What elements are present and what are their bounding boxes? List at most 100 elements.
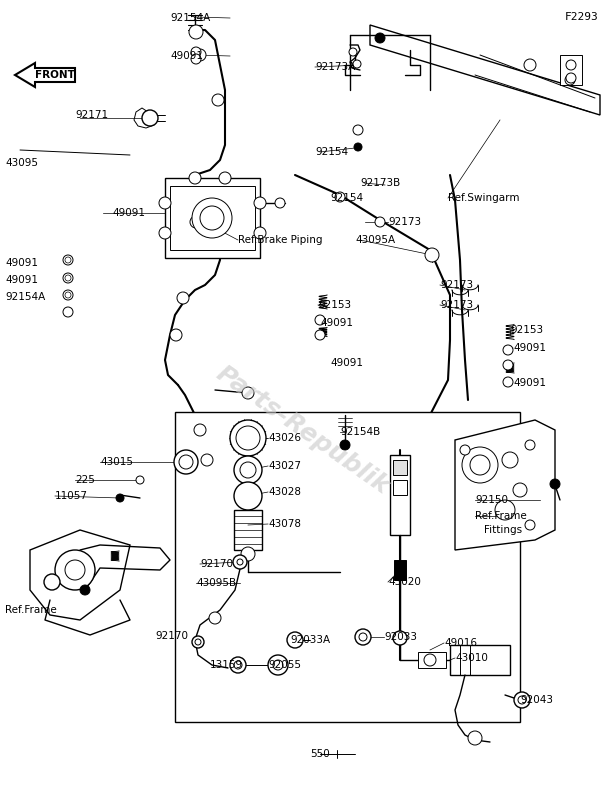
Bar [170, 186, 255, 250]
Circle shape [353, 60, 361, 68]
Circle shape [189, 25, 203, 39]
Circle shape [230, 657, 246, 673]
Circle shape [200, 206, 224, 230]
Circle shape [116, 494, 124, 502]
Bar [560, 55, 582, 85]
Polygon shape [30, 530, 130, 620]
Text: 43010: 43010 [455, 653, 488, 663]
Circle shape [425, 248, 439, 262]
Text: 43078: 43078 [268, 519, 301, 529]
Circle shape [503, 360, 513, 370]
Circle shape [340, 440, 350, 450]
Circle shape [234, 482, 262, 510]
Text: 49091: 49091 [5, 258, 38, 268]
Circle shape [375, 33, 385, 43]
Text: 43026: 43026 [268, 433, 301, 443]
Circle shape [234, 661, 242, 669]
Circle shape [273, 660, 283, 670]
Text: 92154: 92154 [330, 193, 363, 203]
Circle shape [470, 455, 490, 475]
Polygon shape [455, 420, 555, 550]
Circle shape [194, 49, 206, 61]
Text: 92173: 92173 [388, 217, 421, 227]
Text: 49091: 49091 [513, 378, 546, 388]
Bar [393, 460, 407, 475]
Circle shape [275, 198, 285, 208]
Circle shape [254, 197, 266, 209]
Circle shape [65, 292, 71, 298]
Text: Ref.Frame: Ref.Frame [5, 605, 57, 615]
Text: 92150: 92150 [475, 495, 508, 505]
Circle shape [192, 636, 204, 648]
Text: 49091: 49091 [320, 318, 353, 328]
Text: Ref.Brake Piping: Ref.Brake Piping [238, 235, 322, 245]
Circle shape [375, 217, 385, 227]
Text: FRONT: FRONT [35, 70, 75, 80]
Circle shape [63, 290, 73, 300]
Circle shape [503, 377, 513, 387]
Circle shape [63, 273, 73, 283]
Circle shape [230, 420, 266, 456]
Circle shape [63, 255, 73, 265]
Text: 43028: 43028 [268, 487, 301, 497]
Circle shape [359, 633, 367, 641]
Circle shape [495, 500, 515, 520]
Circle shape [236, 426, 260, 450]
Text: 92033A: 92033A [290, 635, 330, 645]
Bar [234, 510, 262, 550]
Circle shape [44, 574, 60, 590]
Text: Fittings: Fittings [484, 525, 522, 535]
Text: 92154B: 92154B [340, 427, 380, 437]
Text: 43095: 43095 [5, 158, 38, 168]
Circle shape [194, 424, 206, 436]
Circle shape [201, 454, 213, 466]
Text: 92055: 92055 [268, 660, 301, 670]
Circle shape [355, 629, 371, 645]
Text: 92154: 92154 [315, 147, 348, 157]
Text: 92173A: 92173A [315, 62, 355, 72]
Circle shape [240, 462, 256, 478]
Polygon shape [370, 25, 600, 115]
Circle shape [354, 143, 362, 151]
Text: 92173B: 92173B [360, 178, 400, 188]
Polygon shape [15, 63, 75, 87]
Bar [240, 490, 256, 502]
Text: 49091: 49091 [513, 343, 546, 353]
Text: 92154A: 92154A [5, 292, 45, 302]
Circle shape [518, 696, 526, 704]
Circle shape [65, 275, 71, 281]
Circle shape [503, 345, 513, 355]
Text: Parts-Republik: Parts-Republik [212, 361, 394, 499]
Circle shape [462, 447, 498, 483]
Text: 13159: 13159 [210, 660, 243, 670]
Circle shape [460, 445, 470, 455]
Circle shape [268, 655, 288, 675]
Circle shape [349, 48, 357, 56]
Text: 92173: 92173 [440, 300, 473, 310]
Bar [418, 652, 446, 668]
Circle shape [63, 307, 73, 317]
Circle shape [287, 632, 303, 648]
Bar [393, 480, 407, 495]
Circle shape [136, 476, 144, 484]
Circle shape [192, 198, 232, 238]
Circle shape [55, 550, 95, 590]
Circle shape [80, 585, 90, 595]
Circle shape [219, 172, 231, 184]
Bar [390, 455, 410, 535]
Bar [450, 645, 510, 675]
Circle shape [550, 479, 560, 489]
Text: 49016: 49016 [444, 638, 477, 648]
Circle shape [65, 560, 85, 580]
Circle shape [190, 216, 202, 228]
Circle shape [514, 692, 530, 708]
Text: 550: 550 [310, 749, 330, 759]
Circle shape [393, 631, 407, 645]
Text: 43015: 43015 [100, 457, 133, 467]
Circle shape [237, 559, 243, 565]
Circle shape [335, 192, 345, 202]
Bar [394, 560, 406, 580]
Circle shape [233, 555, 247, 569]
Text: Ref.Swingarm: Ref.Swingarm [448, 193, 519, 203]
Circle shape [234, 456, 262, 484]
